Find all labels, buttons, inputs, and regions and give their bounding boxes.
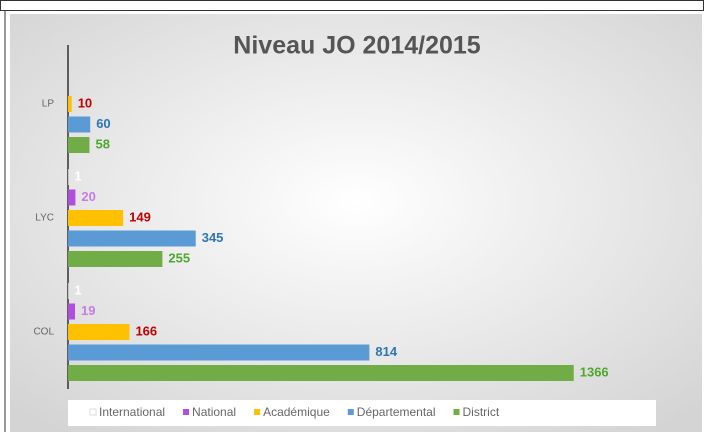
- bar: [68, 251, 163, 267]
- data-label: 1: [74, 168, 81, 183]
- data-label: 1: [74, 282, 81, 297]
- data-label: 1366: [580, 364, 609, 379]
- legend-swatch: [183, 409, 190, 415]
- data-label: 58: [95, 136, 109, 151]
- bar: [68, 303, 76, 320]
- bar: [68, 116, 91, 133]
- chart-area: [10, 14, 702, 432]
- bar: [68, 230, 196, 247]
- data-label: 10: [78, 95, 92, 110]
- legend-label: District: [463, 405, 500, 419]
- legend-swatch: [453, 409, 460, 415]
- bar: [68, 365, 574, 381]
- data-label: 149: [129, 209, 151, 224]
- legend-label: National: [192, 405, 236, 419]
- legend-label: Départemental: [357, 405, 436, 419]
- data-label: 166: [135, 323, 157, 338]
- bar: [68, 189, 76, 206]
- data-label: 20: [81, 189, 95, 204]
- bar: [68, 169, 69, 185]
- bar: [68, 283, 69, 299]
- header-frame: [0, 0, 704, 11]
- bar: [68, 137, 90, 153]
- bar: [68, 96, 72, 112]
- data-label: 19: [81, 303, 95, 318]
- legend-swatch: [89, 408, 97, 416]
- data-label: 345: [202, 230, 224, 245]
- bar: [68, 344, 370, 361]
- data-label: 60: [96, 116, 110, 131]
- legend-swatch: [347, 409, 354, 415]
- legend-label: Académique: [263, 405, 330, 419]
- data-label: 255: [168, 250, 190, 265]
- chart-title: Niveau JO 2014/2015: [233, 32, 480, 60]
- bar: [68, 210, 124, 226]
- legend-swatch: [254, 409, 261, 415]
- data-label: 814: [375, 344, 397, 359]
- bar: [68, 324, 130, 340]
- y-tick-label: LP: [42, 99, 55, 110]
- legend-label: International: [99, 405, 165, 419]
- y-tick-label: COL: [33, 327, 54, 338]
- y-tick-label: LYC: [35, 213, 54, 224]
- legend-box: [68, 400, 656, 426]
